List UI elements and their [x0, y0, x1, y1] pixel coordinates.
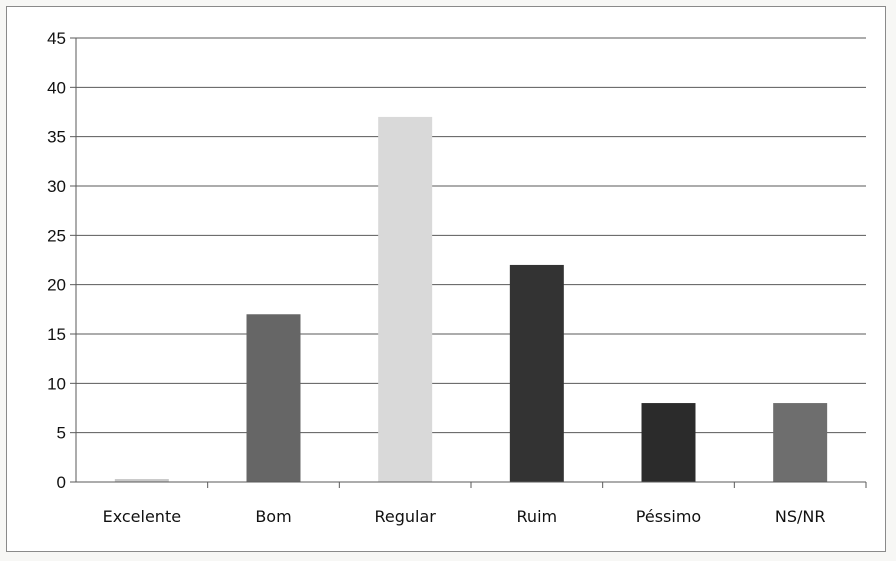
y-tick-label: 15 [47, 325, 66, 344]
gridlines [76, 37, 866, 434]
bar-p-ssimo [641, 403, 696, 482]
y-tick-label: 20 [47, 276, 66, 295]
y-tick-label: 25 [47, 226, 66, 245]
bar-regular [378, 116, 433, 482]
y-tick-label: 5 [57, 424, 66, 443]
y-tick-label: 30 [47, 177, 66, 196]
y-tick-label: 10 [47, 374, 66, 393]
x-category-label: NS/NR [775, 507, 826, 526]
x-axis: Excelente Bom Regular Ruim Péssimo NS/NR [76, 481, 867, 526]
bar-ns-nr [773, 403, 828, 482]
x-category-label: Excelente [103, 507, 181, 526]
y-axis: 0 5 10 15 20 25 30 35 40 45 [47, 29, 77, 492]
x-category-label: Regular [374, 507, 436, 526]
bar-excelente [114, 479, 169, 482]
x-category-label: Bom [255, 507, 291, 526]
chart-frame [6, 6, 886, 552]
bars [114, 116, 828, 482]
y-tick-label: 45 [47, 29, 66, 48]
y-tick-label: 0 [57, 473, 66, 492]
y-tick-label: 35 [47, 128, 66, 147]
x-category-label: Ruim [517, 507, 558, 526]
bar-ruim [509, 264, 564, 482]
x-category-label: Péssimo [636, 507, 701, 526]
bar-bom [246, 314, 301, 482]
y-tick-label: 40 [47, 78, 66, 97]
